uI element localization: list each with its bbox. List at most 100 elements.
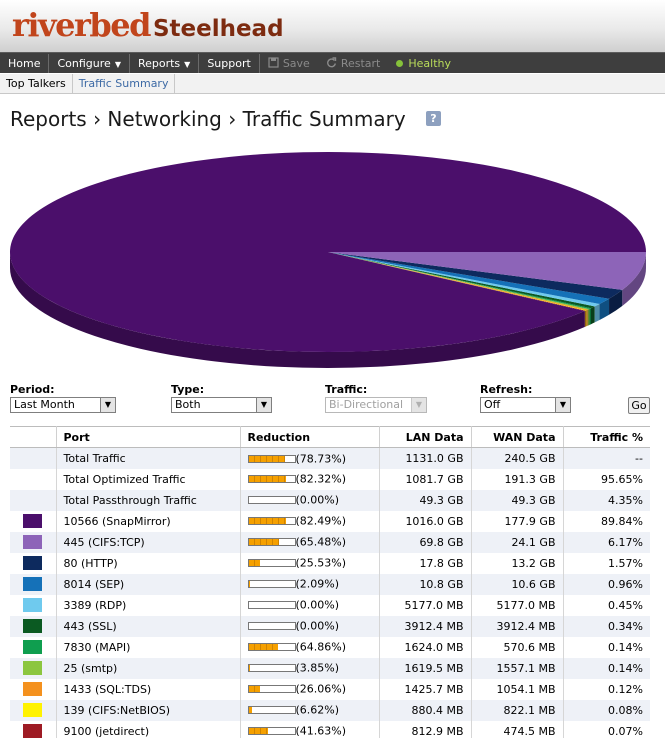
traffic-select[interactable]: Bi-Directional ▼ [325, 397, 427, 413]
chevron-down-icon: ▼ [114, 59, 121, 69]
refresh-select[interactable]: Off ▼ [480, 397, 571, 413]
reduction-cell: (41.63%) [239, 720, 379, 738]
wan-data-cell: 5177.0 MB [470, 594, 563, 616]
reduction-bar-fill [248, 560, 261, 567]
nav-reports[interactable]: Reports ▼ [130, 53, 200, 73]
lan-data-cell: 1081.7 GB [378, 468, 471, 490]
table-row: Total Optimized Traffic (82.32%) 1081.7 GB… [10, 468, 650, 490]
chevron-down-icon: ▼ [184, 59, 191, 69]
table-row: Total Traffic (78.73%) 1131.0 GB 240.5 GB -- [10, 447, 650, 469]
reduction-text: (0.00%) [295, 619, 340, 633]
color-swatch [23, 598, 42, 612]
save-button[interactable]: Save [260, 54, 318, 73]
reduction-bar [247, 580, 296, 589]
pie-slice [328, 252, 595, 309]
table-row: 443 (SSL) (0.00%) 3912.4 MB 3912.4 MB 0.34% [10, 615, 650, 637]
table-row: 10566 (SnapMirror) (82.49%) 1016.0 GB 177.9… [10, 510, 650, 532]
health-status[interactable]: Healthy [388, 54, 459, 73]
reduction-cell: (82.49%) [239, 510, 379, 532]
period-label: Period: [10, 383, 55, 396]
nav-support[interactable]: Support [199, 53, 260, 73]
swatch-cell [10, 657, 56, 679]
swatch-cell [10, 447, 56, 469]
reduction-text: (78.73%) [295, 452, 347, 465]
lan-data-cell: 1131.0 GB [378, 447, 471, 469]
pie-slice [328, 252, 623, 299]
reduction-cell: (0.00%) [239, 489, 379, 511]
pie-slice [328, 252, 646, 290]
reduction-bar [247, 727, 296, 736]
pie-slice-side [599, 298, 610, 321]
status-dot-icon [396, 59, 404, 67]
swatch-cell [10, 720, 56, 738]
pie-slice [328, 252, 591, 309]
traffic-pie-chart [8, 148, 652, 368]
reduction-text: (6.62%) [295, 703, 340, 717]
color-swatch [23, 514, 42, 528]
traffic-pct-cell: 6.17% [562, 531, 650, 553]
col-reduction[interactable]: Reduction [239, 426, 379, 448]
tab-traffic-summary[interactable]: Traffic Summary [73, 74, 176, 93]
color-swatch [23, 535, 42, 549]
reduction-cell: (25.53%) [239, 552, 379, 574]
traffic-pct-cell: 0.07% [562, 720, 650, 738]
table-row: 3389 (RDP) (0.00%) 5177.0 MB 5177.0 MB 0.45% [10, 594, 650, 616]
swatch-cell [10, 615, 56, 637]
pie-slice [328, 252, 588, 311]
col-traffic-pct[interactable]: Traffic % [562, 426, 650, 448]
nav-home[interactable]: Home [0, 53, 50, 73]
col-wan-data[interactable]: WAN Data [470, 426, 563, 448]
wan-data-cell: 474.5 MB [470, 720, 563, 738]
table-row: 1433 (SQL:TDS) (26.06%) 1425.7 MB 1054.1 MB… [10, 678, 650, 700]
help-icon[interactable]: ? [426, 111, 441, 126]
pie-slice-side [585, 310, 587, 327]
page-title: Reports › Networking › Traffic Summary [10, 107, 406, 131]
lan-data-cell: 49.3 GB [378, 489, 471, 511]
reduction-bar-fill [248, 707, 252, 714]
col-port[interactable]: Port [55, 426, 240, 448]
swatch-cell [10, 594, 56, 616]
reduction-bar-fill [248, 476, 287, 483]
traffic-pct-cell: 95.65% [562, 468, 650, 490]
swatch-cell [10, 510, 56, 532]
go-button[interactable]: Go [628, 397, 650, 414]
type-select[interactable]: Both ▼ [171, 397, 272, 413]
chevron-down-icon: ▼ [256, 398, 271, 412]
port-cell: 10566 (SnapMirror) [55, 510, 240, 532]
reduction-bar-fill [248, 539, 279, 546]
wan-data-cell: 570.6 MB [470, 636, 563, 658]
restart-button[interactable]: Restart [318, 54, 389, 73]
nav-configure[interactable]: Configure ▼ [49, 53, 130, 73]
reduction-bar [247, 706, 296, 715]
pie-slice [328, 252, 586, 312]
lan-data-cell: 1624.0 MB [378, 636, 471, 658]
pie-slice [328, 252, 587, 311]
swatch-cell [10, 468, 56, 490]
port-cell: 3389 (RDP) [55, 594, 240, 616]
lan-data-cell: 880.4 MB [378, 699, 471, 721]
pie-slice-side [10, 252, 585, 368]
swatch-cell [10, 531, 56, 553]
pie-slice [328, 252, 610, 305]
reduction-text: (0.00%) [295, 598, 340, 612]
tab-top-talkers[interactable]: Top Talkers [0, 74, 73, 93]
reduction-bar [247, 643, 296, 652]
reduction-cell: (0.00%) [239, 594, 379, 616]
reduction-bar-fill [248, 518, 287, 525]
col-lan-data[interactable]: LAN Data [378, 426, 471, 448]
lan-data-cell: 69.8 GB [378, 531, 471, 553]
reduction-cell: (26.06%) [239, 678, 379, 700]
traffic-pct-cell: 0.12% [562, 678, 650, 700]
reduction-bar-fill [248, 581, 250, 588]
table-row: 7830 (MAPI) (64.86%) 1624.0 MB 570.6 MB 0.14… [10, 636, 650, 658]
reduction-bar-fill [248, 728, 268, 735]
swatch-cell [10, 636, 56, 658]
color-swatch [23, 640, 42, 654]
type-label: Type: [171, 383, 205, 396]
period-select[interactable]: Last Month ▼ [10, 397, 116, 413]
pie-slice-side [622, 252, 646, 306]
traffic-pct-cell: 1.57% [562, 552, 650, 574]
reduction-text: (65.48%) [295, 535, 347, 549]
traffic-pct-cell: 0.45% [562, 594, 650, 616]
traffic-pct-cell: 0.34% [562, 615, 650, 637]
